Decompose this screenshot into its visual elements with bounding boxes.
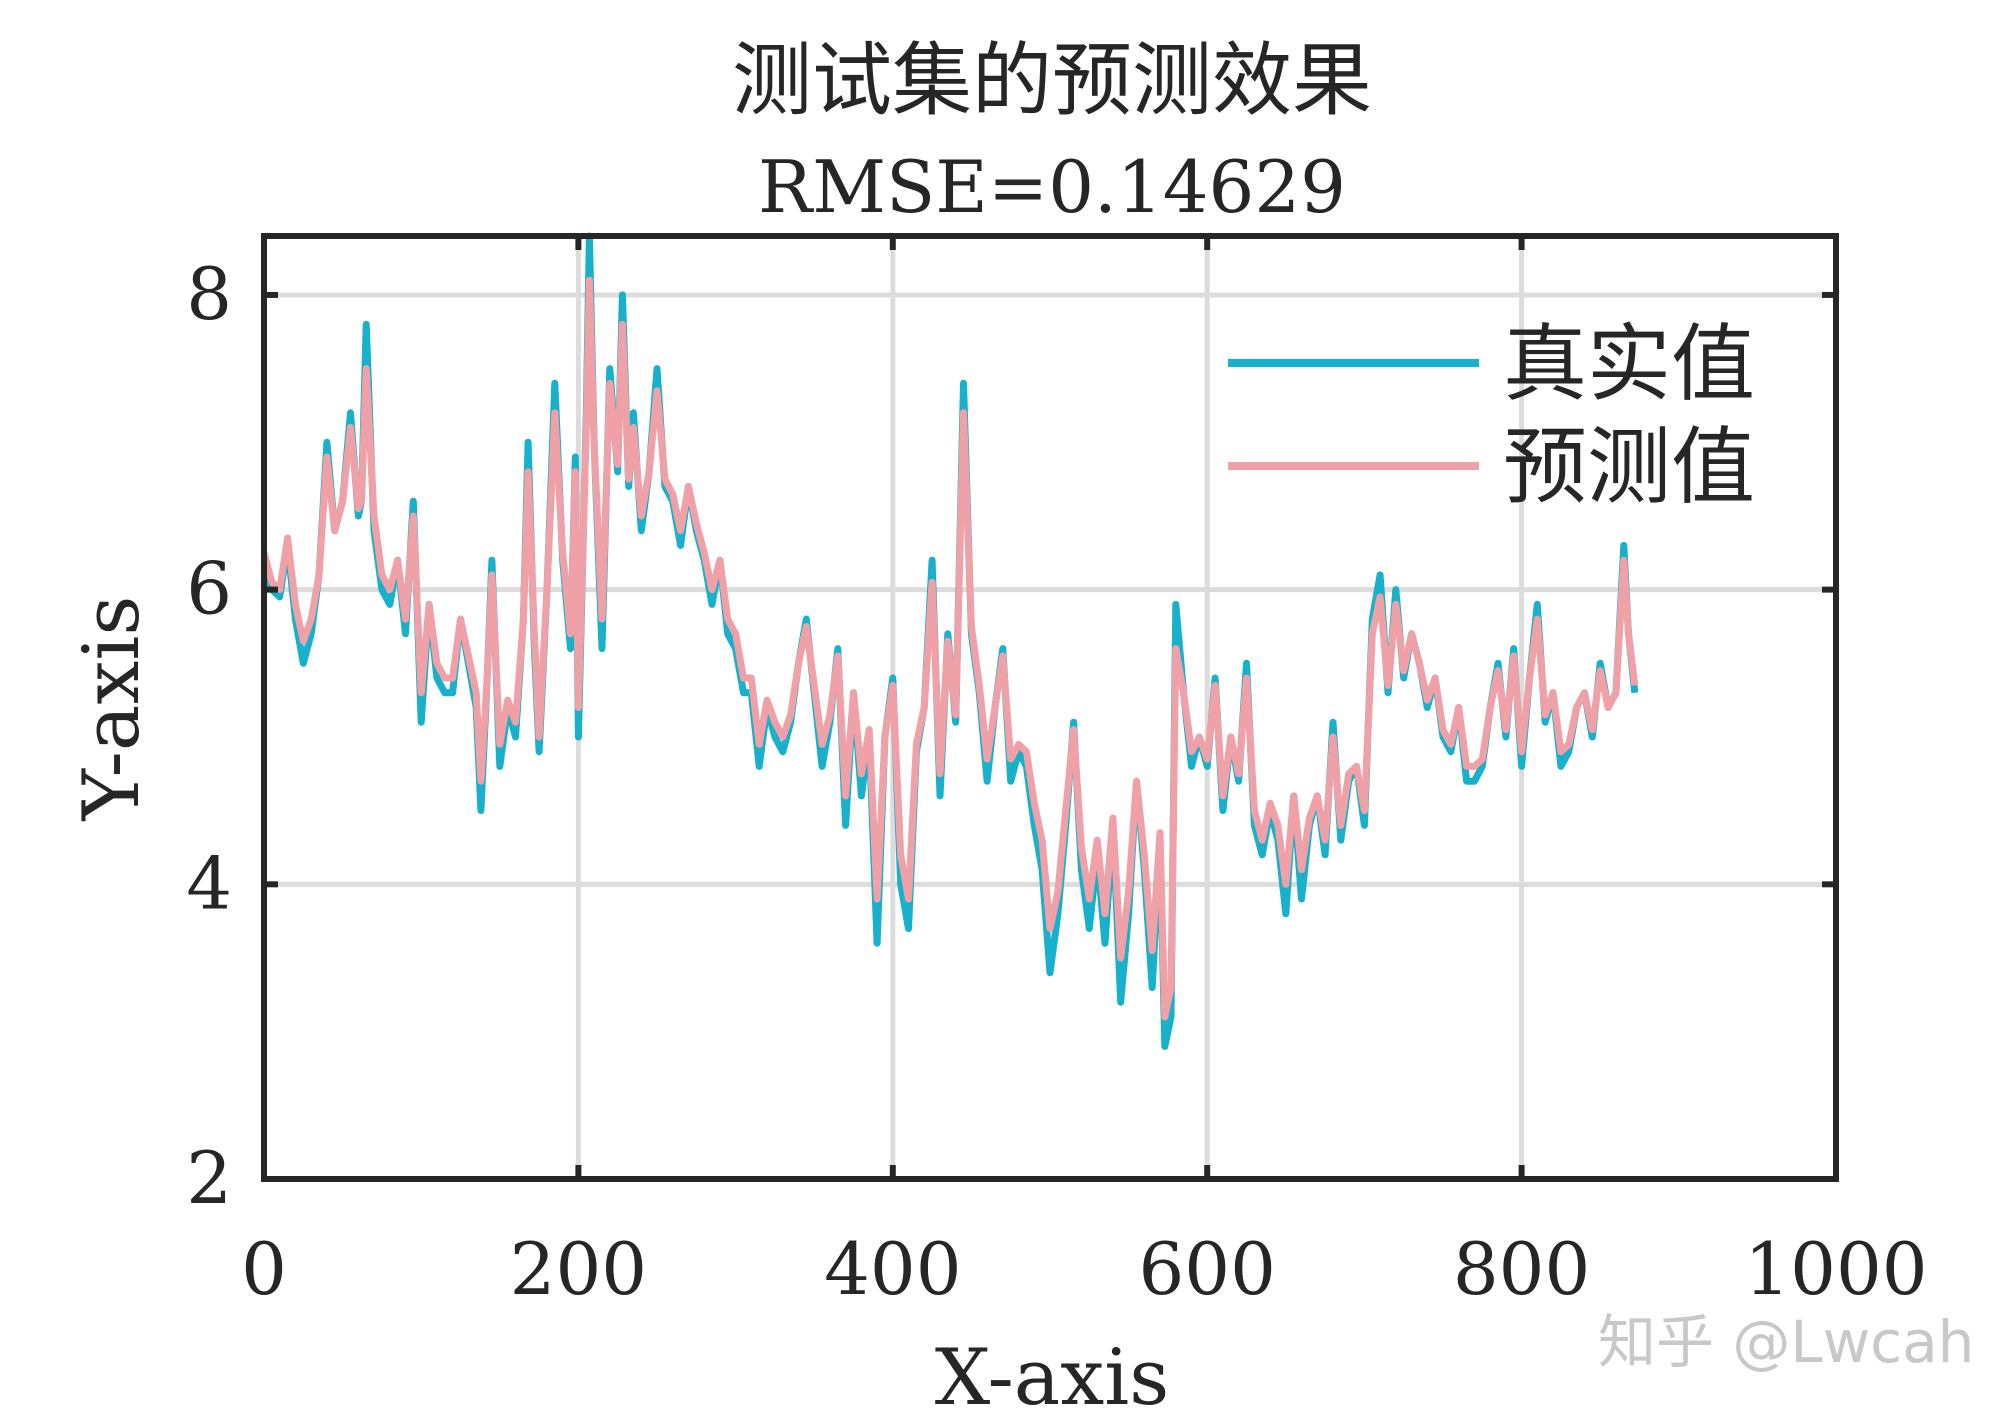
legend: 真实值 预测值 bbox=[1228, 315, 1755, 516]
y-tick-label: 6 bbox=[186, 547, 232, 631]
x-tick-label: 0 bbox=[241, 1227, 287, 1311]
x-tick-label: 200 bbox=[510, 1227, 647, 1311]
y-tick-label: 2 bbox=[186, 1136, 232, 1220]
y-tick-label: 8 bbox=[186, 252, 232, 336]
legend-label-pred: 预测值 bbox=[1503, 418, 1755, 516]
x-tick-label: 600 bbox=[1138, 1227, 1275, 1311]
y-axis-label: Y-axis bbox=[67, 596, 157, 822]
ticks: 0 200 400 600 800 1000 2 4 6 8 bbox=[186, 236, 1928, 1311]
x-axis-label: X-axis bbox=[935, 1333, 1170, 1417]
x-tick-label: 800 bbox=[1453, 1227, 1590, 1311]
x-tick-label: 1000 bbox=[1744, 1227, 1927, 1311]
series-lines bbox=[260, 232, 1639, 1050]
legend-label-true: 真实值 bbox=[1503, 315, 1755, 413]
x-tick-label: 400 bbox=[824, 1227, 961, 1311]
series-line-pred bbox=[260, 276, 1639, 1021]
y-tick-label: 4 bbox=[186, 841, 232, 925]
watermark: 知乎 @Lwcah bbox=[1598, 1308, 1974, 1376]
chart-title: 测试集的预测效果 bbox=[732, 34, 1372, 127]
plot-frame bbox=[261, 233, 1839, 1182]
chart-subtitle: RMSE=0.14629 bbox=[758, 145, 1346, 229]
